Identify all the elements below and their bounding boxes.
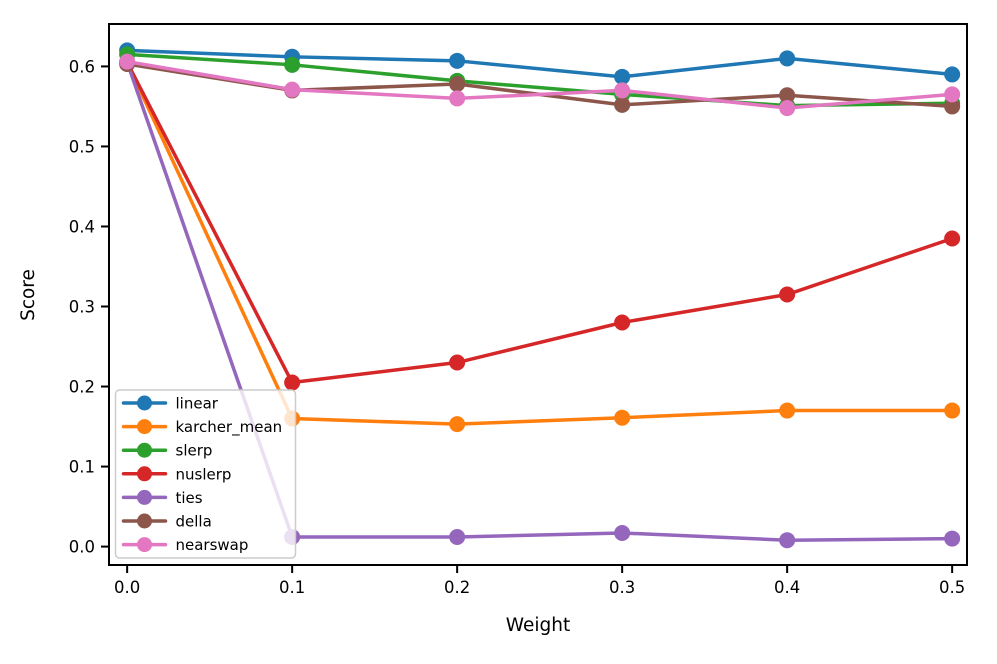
data-point-della: [944, 98, 961, 115]
legend-marker-karcher_mean: [137, 419, 152, 435]
data-point-ties: [779, 532, 796, 549]
data-point-nearswap: [614, 82, 631, 99]
data-point-della: [614, 96, 631, 113]
data-point-karcher_mean: [944, 402, 961, 419]
data-point-linear: [614, 68, 631, 85]
legend-marker-ties: [137, 489, 152, 505]
x-tick-label: 0.2: [444, 578, 470, 597]
data-point-karcher_mean: [449, 416, 466, 433]
y-axis-label: Score: [18, 269, 39, 321]
x-tick-label: 0.1: [279, 578, 305, 597]
legend-label-ties: ties: [176, 489, 203, 507]
legend-marker-nearswap: [137, 537, 152, 553]
y-tick-label: 0.3: [69, 298, 95, 317]
y-tick-label: 0.2: [69, 378, 95, 397]
plot-area-border: [108, 23, 968, 566]
y-tick-label: 0.6: [69, 57, 95, 76]
data-point-nuslerp: [284, 374, 301, 391]
legend-marker-linear: [137, 395, 152, 411]
x-axis-label: Weight: [506, 615, 570, 636]
data-point-nuslerp: [449, 354, 466, 371]
data-point-nearswap: [449, 90, 466, 107]
y-tick-label: 0.4: [69, 217, 95, 236]
x-tick-label: 0.3: [609, 578, 635, 597]
data-point-nuslerp: [944, 230, 961, 247]
legend-marker-nuslerp: [137, 466, 152, 482]
series-line-karcher_mean: [125, 60, 954, 426]
legend-box: [114, 389, 297, 559]
data-point-linear: [944, 66, 961, 83]
data-point-nearswap: [284, 81, 301, 98]
legend-label-linear: linear: [176, 395, 219, 413]
data-point-linear: [779, 50, 796, 67]
series-line-nearswap: [125, 59, 954, 110]
data-point-slerp: [284, 56, 301, 73]
x-tick-label: 0.0: [114, 578, 140, 597]
legend-marker-slerp: [137, 442, 152, 458]
legend-label-nuslerp: nuslerp: [176, 465, 232, 483]
data-point-della: [449, 76, 466, 93]
data-point-karcher_mean: [614, 409, 631, 426]
legend-label-slerp: slerp: [176, 442, 213, 460]
x-tick-label: 0.5: [939, 578, 965, 597]
legend-label-della: della: [176, 513, 212, 531]
data-point-nuslerp: [779, 286, 796, 303]
data-point-nearswap: [944, 86, 961, 103]
x-tick-label: 0.4: [774, 578, 800, 597]
data-point-ties: [449, 528, 466, 545]
data-point-nuslerp: [614, 314, 631, 331]
data-point-nearswap: [779, 100, 796, 117]
data-point-ties: [614, 524, 631, 541]
series-line-nuslerp: [125, 60, 954, 385]
series-line-linear: [125, 48, 954, 79]
data-point-ties: [944, 530, 961, 547]
legend-label-karcher_mean: karcher_mean: [176, 418, 283, 437]
y-tick-label: 0.0: [69, 538, 95, 557]
legend-label-nearswap: nearswap: [176, 536, 249, 554]
y-tick-label: 0.1: [69, 458, 95, 477]
y-tick-label: 0.5: [69, 137, 95, 156]
legend-marker-della: [137, 513, 152, 529]
data-point-linear: [449, 52, 466, 69]
data-point-karcher_mean: [779, 402, 796, 419]
data-point-nearswap: [119, 53, 136, 70]
data-point-della: [779, 87, 796, 104]
